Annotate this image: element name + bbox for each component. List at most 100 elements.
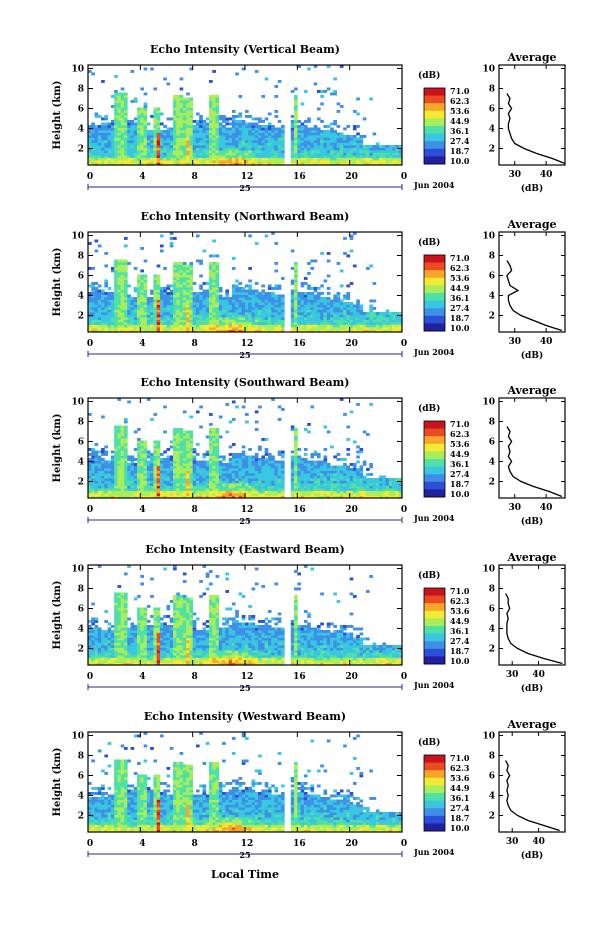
heatmap-cell bbox=[274, 463, 279, 466]
heatmap-cell bbox=[238, 155, 243, 158]
heatmap-cell bbox=[264, 234, 269, 238]
heatmap-cell bbox=[94, 485, 99, 489]
heatmap-cell bbox=[186, 468, 190, 471]
heatmap-cell bbox=[140, 269, 144, 273]
heatmap-cell bbox=[202, 490, 207, 494]
heatmap-cell bbox=[202, 453, 207, 456]
y-tick-label: 2 bbox=[78, 145, 84, 155]
heatmap-cell bbox=[169, 130, 174, 133]
heatmap-cell bbox=[199, 312, 203, 315]
heatmap-cell bbox=[267, 307, 272, 310]
heatmap-cell bbox=[146, 130, 151, 133]
heatmap-cell bbox=[202, 294, 207, 298]
heatmap-cell bbox=[271, 398, 275, 401]
heatmap-cell bbox=[205, 132, 210, 136]
heatmap-cell bbox=[392, 329, 396, 333]
heatmap-cell bbox=[212, 433, 216, 436]
heatmap-cell bbox=[156, 493, 161, 496]
heatmap-cell bbox=[359, 152, 364, 156]
heatmap-cell bbox=[143, 297, 148, 300]
heatmap-cell bbox=[104, 117, 109, 121]
heatmap-cell bbox=[91, 488, 95, 491]
heatmap-cell bbox=[359, 304, 364, 308]
heatmap-cell bbox=[231, 475, 236, 479]
heatmap-cell bbox=[228, 160, 233, 163]
heatmap-cell bbox=[248, 145, 252, 148]
heatmap-cell bbox=[192, 485, 197, 489]
heatmap-cell bbox=[91, 495, 95, 499]
heatmap-cell bbox=[271, 142, 275, 146]
heatmap-cell bbox=[238, 112, 243, 116]
heatmap-cell bbox=[369, 317, 373, 320]
heatmap-cell bbox=[173, 443, 177, 446]
heatmap-cell bbox=[267, 473, 272, 476]
heatmap-cell bbox=[222, 485, 226, 489]
heatmap-cell bbox=[195, 140, 200, 143]
heatmap-cell bbox=[176, 317, 180, 320]
heatmap-cell bbox=[120, 294, 125, 298]
heatmap-cell bbox=[91, 460, 95, 464]
heatmap-cell bbox=[248, 317, 252, 320]
heatmap-cell bbox=[120, 132, 125, 136]
heatmap-cell bbox=[88, 413, 92, 416]
heatmap-cell bbox=[248, 307, 252, 310]
heatmap-cell bbox=[235, 319, 239, 323]
heatmap-cell bbox=[254, 289, 259, 293]
heatmap-cell bbox=[359, 155, 364, 158]
heatmap-cell bbox=[88, 132, 92, 136]
heatmap-cell bbox=[261, 314, 266, 318]
heatmap-cell bbox=[300, 150, 305, 153]
heatmap-cell bbox=[176, 443, 180, 446]
heatmap-cell bbox=[195, 327, 200, 330]
heatmap-cell bbox=[215, 127, 220, 131]
heatmap-cell bbox=[320, 160, 324, 163]
heatmap-cell bbox=[101, 485, 105, 489]
heatmap-cell bbox=[254, 485, 259, 489]
heatmap-cell bbox=[261, 455, 266, 459]
heatmap-cell bbox=[123, 463, 128, 466]
heatmap-cell bbox=[133, 488, 138, 491]
heatmap-cell bbox=[150, 470, 154, 474]
heatmap-cell bbox=[277, 490, 282, 494]
heatmap-cell bbox=[356, 324, 360, 328]
heatmap-cell bbox=[300, 135, 305, 138]
heatmap-cell bbox=[120, 460, 125, 464]
heatmap-cell bbox=[369, 322, 373, 325]
heatmap-cell bbox=[245, 468, 249, 471]
heatmap-cell bbox=[294, 478, 298, 481]
heatmap-cell bbox=[251, 292, 256, 295]
heatmap-cell bbox=[271, 493, 275, 496]
heatmap-cell bbox=[182, 309, 187, 313]
heatmap-cell bbox=[274, 262, 279, 265]
heatmap-cell bbox=[231, 155, 236, 158]
heatmap-cell bbox=[205, 495, 210, 499]
heatmap-cell bbox=[173, 495, 177, 499]
heatmap-cell bbox=[130, 145, 135, 148]
heatmap-cell bbox=[133, 307, 138, 310]
heatmap-cell bbox=[140, 478, 144, 481]
heatmap-cell bbox=[264, 470, 269, 474]
heatmap-cell bbox=[179, 160, 184, 163]
heatmap-cell bbox=[215, 465, 220, 469]
heatmap-cell bbox=[189, 97, 194, 101]
heatmap-cell bbox=[326, 329, 331, 333]
heatmap-cell bbox=[369, 312, 373, 315]
heatmap-cell bbox=[303, 145, 308, 148]
heatmap-cell bbox=[202, 329, 207, 333]
heatmap-cell bbox=[88, 473, 92, 476]
heatmap-cell bbox=[261, 480, 266, 484]
heatmap-cell bbox=[163, 162, 167, 166]
heatmap-cell bbox=[241, 470, 246, 474]
heatmap-cell bbox=[120, 430, 125, 434]
heatmap-cell bbox=[258, 307, 262, 310]
heatmap-cell bbox=[195, 314, 200, 318]
heatmap-cell bbox=[241, 475, 246, 479]
heatmap-cell bbox=[379, 319, 383, 323]
heatmap-cell bbox=[261, 483, 266, 486]
heatmap-cell bbox=[163, 405, 167, 409]
heatmap-cell bbox=[159, 453, 164, 456]
heatmap-cell bbox=[192, 160, 197, 163]
heatmap-cell bbox=[209, 289, 213, 293]
heatmap-cell bbox=[274, 493, 279, 496]
heatmap-cell bbox=[235, 324, 239, 328]
